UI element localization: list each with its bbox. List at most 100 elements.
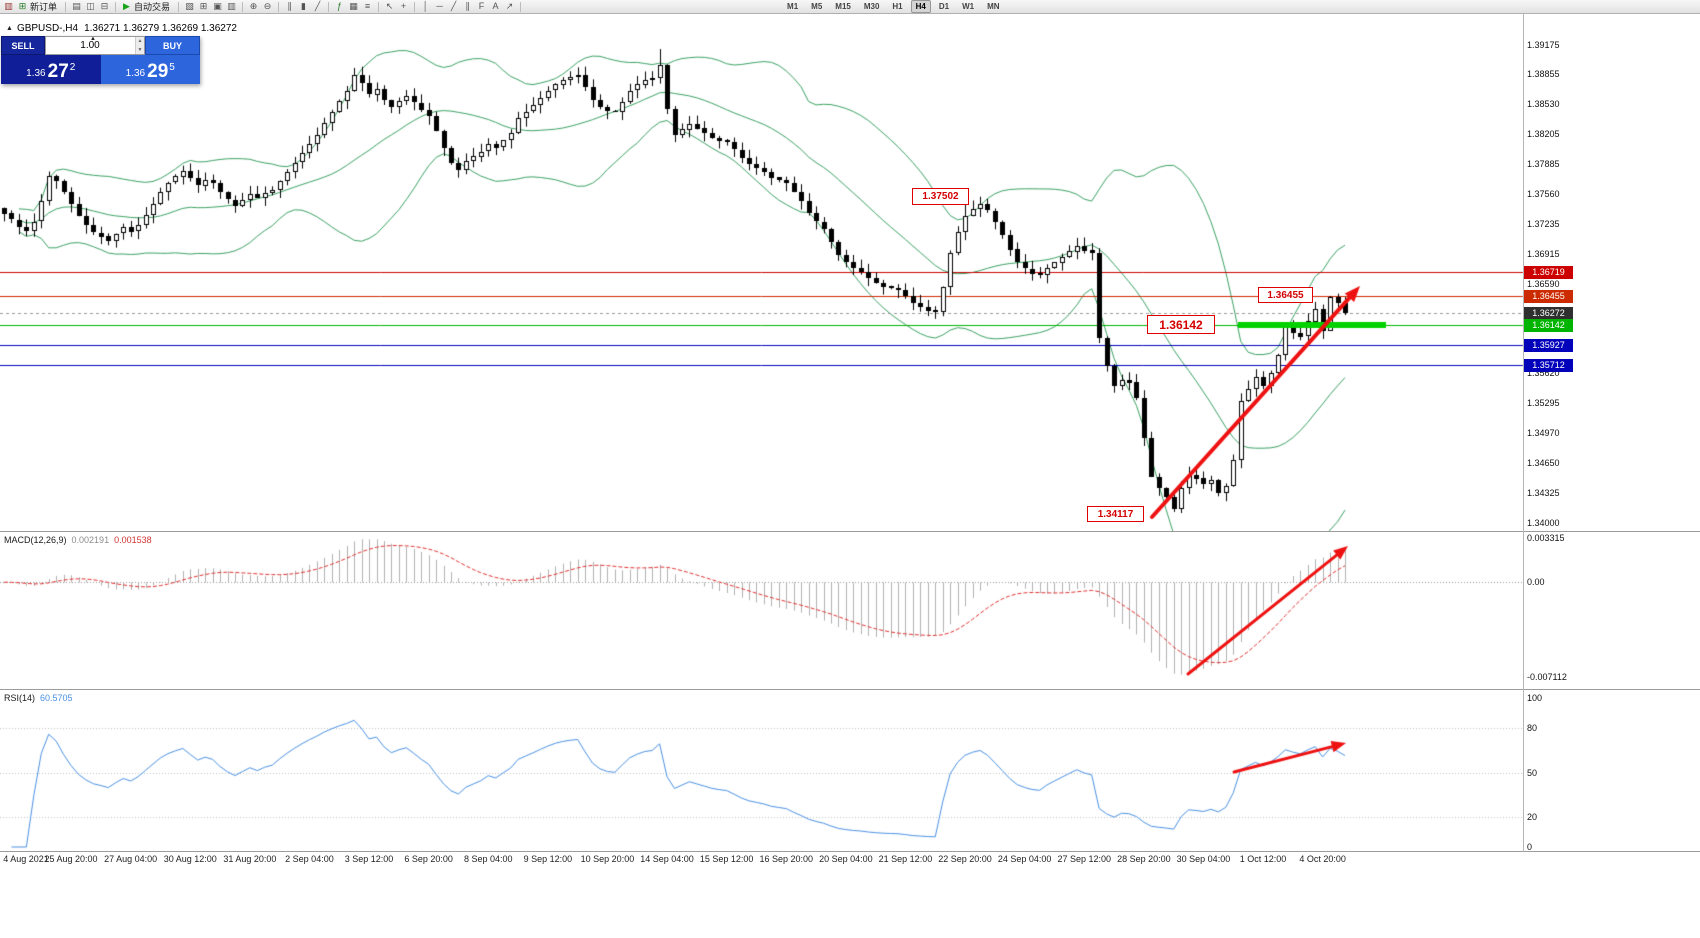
indicators-icon[interactable]: ƒ: [337, 1, 343, 11]
buy-button[interactable]: BUY: [145, 36, 200, 55]
buy-price-display[interactable]: 1.36 29 5: [100, 55, 200, 84]
rsi-canvas[interactable]: [0, 690, 1700, 851]
one-click-collapse-icon[interactable]: ▲: [90, 36, 96, 42]
rsi-axis-label: 20: [1527, 812, 1538, 823]
timeframe-button-m5[interactable]: M5: [811, 2, 823, 11]
timeframe-button-h1[interactable]: H1: [892, 2, 903, 11]
date-axis-label: 4 Aug 2021: [3, 854, 49, 864]
toolbar-separator: [242, 1, 244, 12]
price-annotation[interactable]: 1.36142: [1147, 315, 1215, 334]
toolbar-separator: [115, 1, 117, 12]
price-axis-tick: 1.39175: [1527, 39, 1560, 50]
timeframe-button-m30[interactable]: M30: [863, 2, 880, 11]
macd-canvas[interactable]: [0, 532, 1700, 689]
price-scale-separator[interactable]: [1523, 14, 1524, 852]
one-click-trading-panel: SELL ▲ ▼ BUY ▲ 1.36 27 2 1.36 29 5: [1, 36, 200, 84]
date-axis-label: 4 Oct 20:00: [1299, 854, 1346, 864]
toolbar-separator: [520, 1, 522, 12]
price-axis-badge-1.35712: 1.35712: [1524, 358, 1573, 372]
new-order-icon[interactable]: ⊞: [18, 1, 27, 11]
autotrade-label: 自动交易: [134, 2, 171, 12]
candlestick-chart-icon[interactable]: ▥: [4, 1, 13, 11]
rsi-indicator-label: RSI(14) 60.5705: [4, 693, 73, 703]
price-annotation[interactable]: 1.36455: [1258, 287, 1313, 303]
sell-price-point: 2: [69, 62, 76, 73]
date-axis-label: 27 Sep 12:00: [1057, 854, 1112, 864]
price-axis-tick: 1.38855: [1527, 69, 1560, 80]
chart-symbol-period: GBPUSD-,H4: [16, 23, 79, 34]
terminal-icon[interactable]: ⊟: [100, 1, 109, 11]
timeframe-button-w1[interactable]: W1: [962, 2, 975, 11]
timeframe-button-m1[interactable]: M1: [787, 2, 799, 11]
new-chart-icon[interactable]: ▧: [185, 1, 194, 11]
autotrade-icon[interactable]: ▶: [123, 1, 130, 11]
rsi-dateaxis-divider: [0, 851, 1700, 852]
new-order-label: 新订单: [30, 2, 58, 12]
volume-increase-icon[interactable]: ▲: [135, 37, 144, 46]
crosshair-icon[interactable]: +: [400, 1, 407, 11]
market-watch-icon[interactable]: ▤: [72, 1, 81, 11]
price-axis-badge-1.36719: 1.36719: [1524, 265, 1573, 279]
price-annotation[interactable]: 1.37502: [912, 188, 969, 205]
trendline-icon[interactable]: ╱: [450, 1, 457, 11]
main-chart-canvas[interactable]: [0, 14, 1700, 531]
macd-rsi-divider[interactable]: [0, 689, 1700, 690]
date-axis-label: 30 Aug 12:00: [163, 854, 217, 864]
grid-icon[interactable]: ▦: [349, 1, 358, 11]
macd-main-value: 0.002191: [71, 535, 110, 545]
volume-decrease-icon[interactable]: ▼: [135, 45, 144, 54]
rsi-name: RSI(14): [4, 693, 36, 703]
price-axis-tick: 1.37235: [1527, 219, 1560, 230]
price-axis-tick: 1.38205: [1527, 129, 1560, 140]
cursor-icon[interactable]: ↖: [385, 1, 394, 11]
text-label-icon[interactable]: A: [492, 1, 499, 11]
macd-axis-label: 0.00: [1527, 577, 1545, 588]
date-axis-label: 27 Aug 04:00: [104, 854, 158, 864]
price-axis-tick: 1.34650: [1527, 457, 1560, 468]
arrange-windows-icon[interactable]: ▥: [227, 1, 236, 11]
horizontal-line-icon[interactable]: ─: [436, 1, 443, 11]
date-axis-label: 15 Sep 12:00: [699, 854, 754, 864]
toolbar-separator: [278, 1, 280, 12]
price-axis-tick: 1.38530: [1527, 99, 1560, 110]
toolbar-separator: [328, 1, 330, 12]
objects-list-icon[interactable]: ≡: [364, 1, 371, 11]
tile-windows-icon[interactable]: ⊞: [199, 1, 208, 11]
timeframe-button-d1[interactable]: D1: [938, 2, 950, 11]
rsi-axis-label: 50: [1527, 767, 1538, 778]
sell-button[interactable]: SELL: [1, 36, 45, 55]
date-axis-label: 21 Sep 12:00: [878, 854, 933, 864]
date-axis-label: 9 Sep 12:00: [523, 854, 573, 864]
cascade-windows-icon[interactable]: ▣: [213, 1, 222, 11]
zoom-in-icon[interactable]: ⊕: [249, 1, 258, 11]
arrow-object-icon[interactable]: ↗: [505, 1, 514, 11]
line-mode-icon[interactable]: ╱: [314, 1, 321, 11]
toolbar-separator: [65, 1, 67, 12]
price-axis-tick: 1.34325: [1527, 487, 1560, 498]
timeframe-button-mn[interactable]: MN: [987, 2, 1000, 11]
bar-chart-mode-icon[interactable]: ∥: [287, 1, 292, 11]
date-axis-label: 6 Sep 20:00: [404, 854, 453, 864]
timeframe-button-h4[interactable]: H4: [910, 0, 931, 13]
chart-macd-divider[interactable]: [0, 531, 1700, 532]
date-axis-label: 16 Sep 20:00: [759, 854, 814, 864]
data-window-icon[interactable]: ◫: [86, 1, 95, 11]
vertical-line-icon[interactable]: │: [422, 1, 429, 11]
timeframe-button-m15[interactable]: M15: [835, 2, 851, 11]
date-axis-label: 31 Aug 20:00: [223, 854, 277, 864]
toolbar: ▥ ⊞ 新订单 ▤ ◫ ⊟ ▶ 自动交易 ▧ ⊞ ▣ ▥ ⊕ ⊖ ∥ ▮ ╱ ƒ ▦ ≡ ↖ + │ ─ ╱ ∥ F A ↗ M1 M5 M1…: [0, 0, 1700, 14]
price-axis-tick: 1.36590: [1527, 278, 1560, 289]
price-axis-badge-1.36272: 1.36272: [1524, 306, 1573, 320]
buy-price-base: 1.36: [125, 68, 146, 79]
candle-mode-icon[interactable]: ▮: [301, 1, 306, 11]
rsi-value: 60.5705: [40, 693, 73, 703]
volume-input[interactable]: [46, 37, 144, 54]
price-axis-tick: 1.37560: [1527, 189, 1560, 200]
zoom-out-icon[interactable]: ⊖: [263, 1, 272, 11]
fibonacci-icon[interactable]: F: [478, 1, 485, 11]
channel-icon[interactable]: ∥: [465, 1, 470, 11]
price-annotation[interactable]: 1.34117: [1087, 506, 1144, 522]
sell-price-display[interactable]: 1.36 27 2: [1, 55, 101, 84]
date-axis-label: 25 Aug 20:00: [44, 854, 98, 864]
